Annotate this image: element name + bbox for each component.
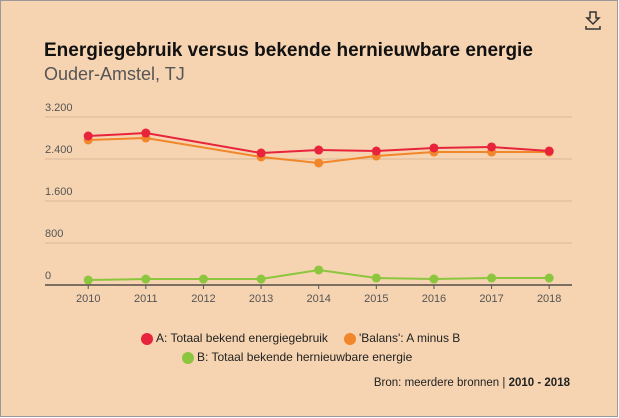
data-point <box>314 145 324 155</box>
x-tick-label: 2015 <box>364 293 388 305</box>
data-point <box>429 143 439 153</box>
y-tick-label: 3.200 <box>45 102 73 114</box>
chart-title: Energiegebruik versus bekende hernieuwba… <box>44 40 533 61</box>
data-point <box>314 158 324 168</box>
data-point <box>544 273 554 283</box>
x-tick-label: 2010 <box>76 293 100 305</box>
series-line <box>88 132 550 155</box>
data-point <box>487 142 497 152</box>
legend-item[interactable]: B: Totaal bekende hernieuwbare energie <box>182 350 413 364</box>
legend-label: 'Balans': A minus B <box>359 331 460 345</box>
data-point <box>141 274 151 284</box>
legend-label: B: Totaal bekende hernieuwbare energie <box>197 350 413 364</box>
data-point <box>429 274 439 284</box>
footer: Bron: meerdere bronnen | 2010 - 2018 <box>374 377 571 389</box>
x-tick-label: 2014 <box>306 293 330 305</box>
separator: | <box>502 377 505 389</box>
data-point <box>83 275 93 285</box>
x-tick-label: 2011 <box>134 293 158 305</box>
legend-item[interactable]: A: Totaal bekend energiegebruik <box>141 331 329 345</box>
data-point <box>314 265 324 275</box>
data-point <box>371 273 381 283</box>
data-point <box>544 146 554 156</box>
download-button[interactable] <box>585 11 601 30</box>
legend-swatch <box>344 333 356 345</box>
data-point <box>256 274 266 284</box>
legend-swatch <box>182 352 194 364</box>
series-line <box>88 136 550 164</box>
x-tick-label: 2018 <box>537 293 561 305</box>
data-point <box>256 148 266 158</box>
y-tick-label: 2.400 <box>45 144 73 156</box>
x-tick-label: 2012 <box>191 293 215 305</box>
legend-item[interactable]: 'Balans': A minus B <box>344 331 460 345</box>
y-tick-label: 800 <box>45 228 63 240</box>
data-point <box>371 146 381 156</box>
data-point <box>83 131 93 141</box>
legend-swatch <box>141 333 153 345</box>
data-point <box>487 273 497 283</box>
data-point <box>198 274 208 284</box>
data-point <box>141 128 151 138</box>
source: Bron: meerdere bronnen <box>374 377 499 389</box>
y-tick-label: 1.600 <box>45 186 73 198</box>
x-tick-label: 2013 <box>249 293 273 305</box>
legend-label: A: Totaal bekend energiegebruik <box>156 331 329 345</box>
y-tick-label: 0 <box>45 270 51 282</box>
period: 2010 - 2018 <box>509 377 571 389</box>
x-tick-label: 2017 <box>479 293 503 305</box>
chart-subtitle: Ouder-Amstel, TJ <box>44 64 185 84</box>
x-tick-label: 2016 <box>422 293 446 305</box>
